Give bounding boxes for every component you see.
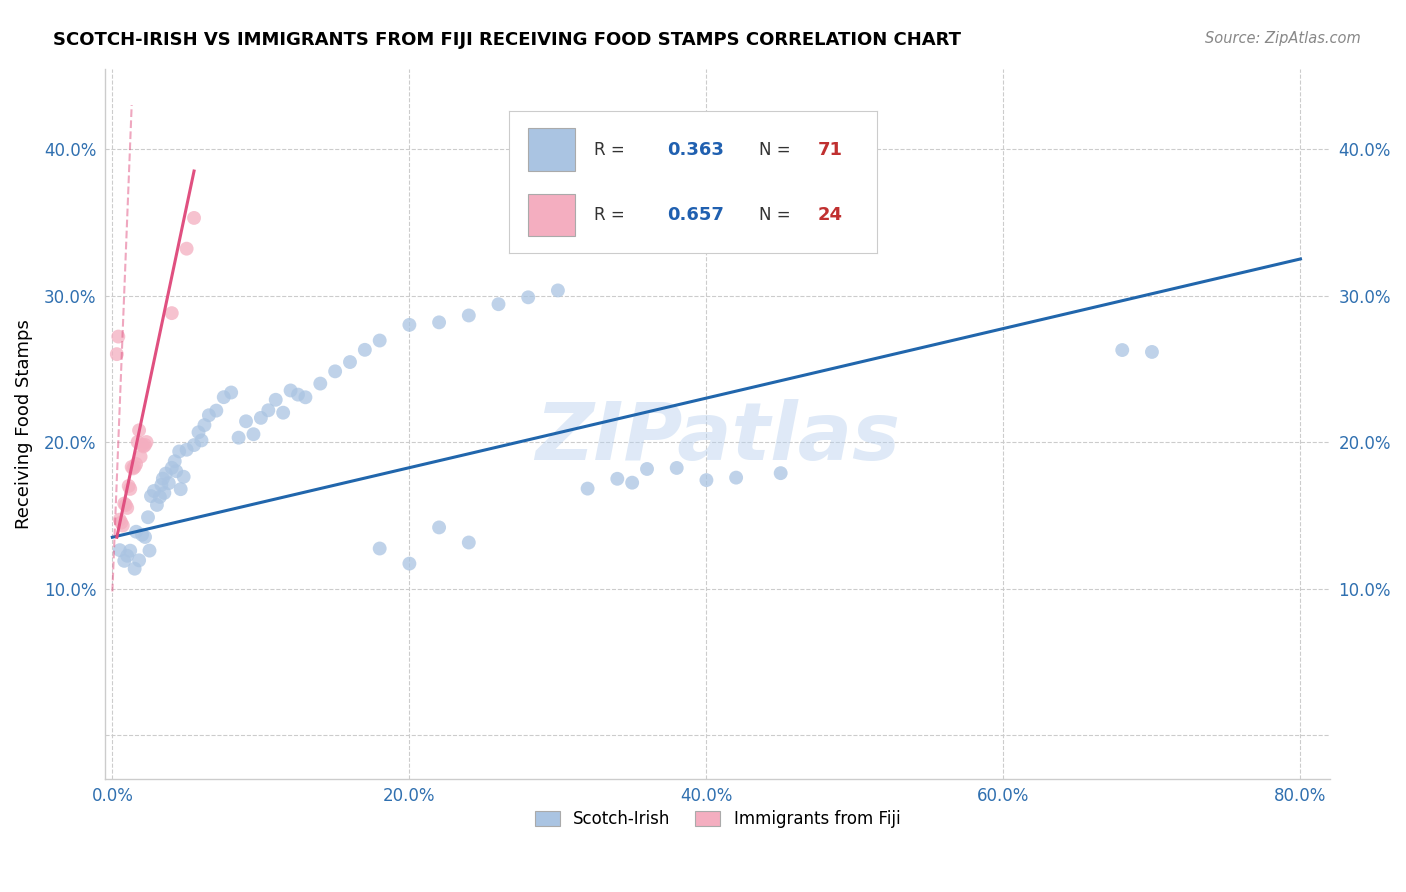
Point	[120, 543, 142, 558]
Point	[198, 409, 221, 423]
Point	[250, 410, 273, 425]
Point	[127, 435, 149, 450]
Point	[264, 392, 287, 407]
Point	[125, 457, 148, 471]
Point	[353, 343, 375, 357]
Point	[725, 470, 748, 484]
Point	[107, 329, 129, 343]
Point	[242, 427, 264, 442]
Point	[170, 482, 193, 496]
Point	[115, 500, 138, 515]
Text: Source: ZipAtlas.com: Source: ZipAtlas.com	[1205, 31, 1361, 46]
Point	[219, 385, 242, 400]
Point	[163, 454, 186, 468]
Point	[271, 406, 294, 420]
Point	[665, 461, 688, 475]
Point	[287, 387, 309, 401]
Point	[149, 490, 172, 504]
Point	[457, 309, 479, 323]
Y-axis label: Receiving Food Stamps: Receiving Food Stamps	[15, 318, 32, 529]
Point	[606, 472, 628, 486]
Point	[695, 473, 717, 487]
Legend: Scotch-Irish, Immigrants from Fiji: Scotch-Irish, Immigrants from Fiji	[529, 803, 907, 835]
Point	[105, 347, 128, 361]
Point	[155, 467, 177, 481]
Point	[193, 418, 215, 433]
Point	[769, 466, 792, 480]
Point	[280, 384, 302, 398]
Point	[257, 403, 280, 417]
Point	[427, 315, 450, 329]
Point	[121, 459, 143, 474]
Point	[547, 284, 569, 298]
Point	[132, 439, 155, 453]
Point	[128, 553, 150, 567]
Point	[112, 554, 135, 568]
Point	[134, 530, 156, 544]
Point	[134, 438, 156, 452]
Point	[167, 444, 190, 458]
Point	[125, 524, 148, 539]
Point	[212, 390, 235, 404]
Point	[136, 510, 159, 524]
Point	[160, 306, 183, 320]
Point	[488, 297, 510, 311]
Point	[1111, 343, 1133, 357]
Point	[228, 431, 250, 445]
Point	[112, 497, 135, 511]
Point	[190, 434, 212, 448]
Point	[111, 518, 134, 533]
Point	[183, 438, 205, 452]
Point	[457, 535, 479, 549]
Point	[205, 403, 228, 417]
Point	[152, 472, 174, 486]
Point	[122, 461, 145, 475]
Point	[157, 476, 180, 491]
Text: ZIPatlas: ZIPatlas	[536, 399, 900, 477]
Point	[173, 469, 195, 483]
Point	[427, 520, 450, 534]
Point	[118, 479, 141, 493]
Point	[176, 442, 198, 457]
Point	[294, 390, 316, 404]
Point	[108, 543, 131, 558]
Point	[124, 562, 146, 576]
Point	[108, 513, 131, 527]
Point	[139, 489, 162, 503]
Point	[120, 482, 142, 496]
Point	[1140, 345, 1163, 359]
Point	[187, 425, 209, 440]
Point	[150, 478, 173, 492]
Point	[138, 543, 160, 558]
Point	[398, 557, 420, 571]
Point	[114, 498, 136, 512]
Point	[129, 450, 152, 464]
Point	[160, 460, 183, 475]
Point	[142, 483, 165, 498]
Point	[339, 355, 361, 369]
Point	[235, 414, 257, 428]
Point	[124, 459, 146, 474]
Point	[176, 242, 198, 256]
Point	[131, 527, 153, 541]
Point	[135, 435, 157, 450]
Text: SCOTCH-IRISH VS IMMIGRANTS FROM FIJI RECEIVING FOOD STAMPS CORRELATION CHART: SCOTCH-IRISH VS IMMIGRANTS FROM FIJI REC…	[53, 31, 962, 49]
Point	[146, 498, 169, 512]
Point	[323, 364, 346, 378]
Point	[621, 475, 644, 490]
Point	[153, 486, 176, 500]
Point	[131, 438, 153, 452]
Point	[115, 549, 138, 563]
Point	[110, 516, 132, 530]
Point	[183, 211, 205, 225]
Point	[368, 541, 391, 556]
Point	[368, 334, 391, 348]
Point	[636, 462, 658, 476]
Point	[309, 376, 332, 391]
Point	[128, 423, 150, 437]
Point	[398, 318, 420, 332]
Point	[576, 482, 599, 496]
Point	[165, 464, 187, 478]
Point	[517, 290, 540, 304]
